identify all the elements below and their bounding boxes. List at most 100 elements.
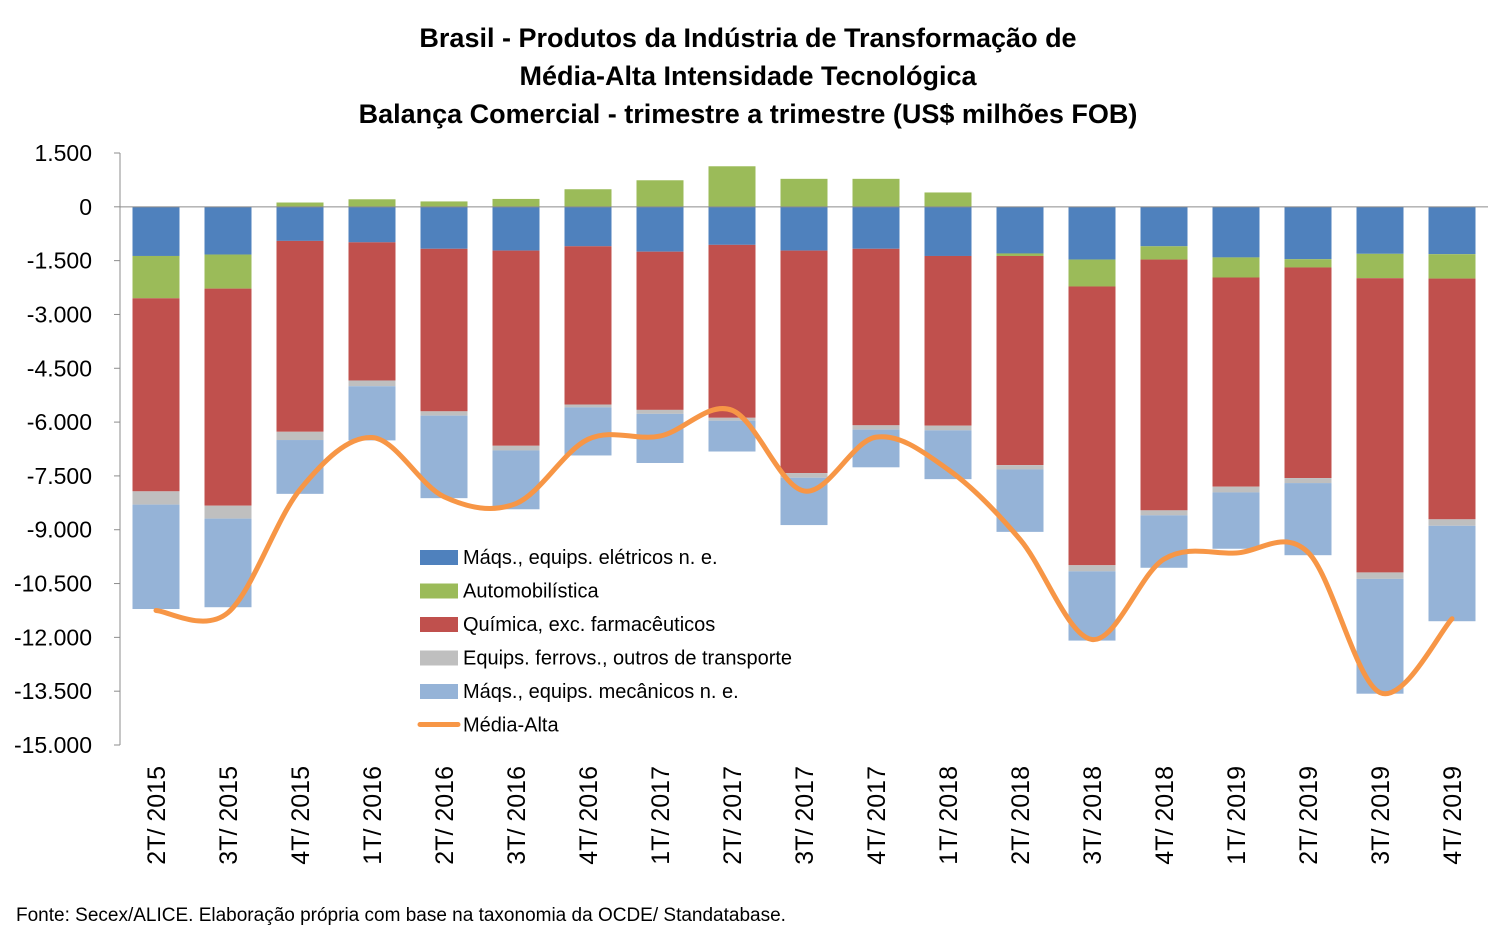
bar-segment xyxy=(708,166,756,207)
y-tick-label: -7.500 xyxy=(27,463,92,489)
bar-segment xyxy=(1428,278,1476,520)
bar-segment xyxy=(204,288,252,506)
bar-segment xyxy=(996,253,1044,256)
y-tick-label: -1.500 xyxy=(27,248,92,274)
bar-segment xyxy=(1284,478,1332,484)
bar-segment xyxy=(780,178,828,207)
bar-segment xyxy=(996,465,1044,470)
bar-segment xyxy=(348,206,396,243)
bar-segment xyxy=(1356,572,1404,579)
bar-segment xyxy=(636,251,684,410)
bar-segment xyxy=(204,505,252,519)
legend-label: Automobilística xyxy=(463,581,599,603)
bar-segment xyxy=(1356,253,1404,279)
bar-segment xyxy=(636,409,684,414)
bar-segment xyxy=(1212,486,1260,493)
bar-segment xyxy=(492,445,540,451)
y-tick-label: -13.500 xyxy=(14,678,92,704)
x-tick-label: 1T/ 2017 xyxy=(647,766,675,865)
legend-label: Máqs., equips. elétricos n. e. xyxy=(463,547,718,569)
x-tick-label: 4T/ 2015 xyxy=(287,766,315,865)
bar-segment xyxy=(420,248,468,412)
bar-segment xyxy=(708,417,756,421)
bar-segment xyxy=(1356,206,1404,254)
bar-segment xyxy=(564,404,612,408)
bar-segment xyxy=(492,250,540,446)
bar-segment xyxy=(924,206,972,256)
bar-segment xyxy=(780,206,828,251)
bar-segment xyxy=(1140,259,1188,511)
y-tick-label: -9.000 xyxy=(27,517,92,543)
bar-segment xyxy=(348,380,396,387)
y-tick-label: -15.000 xyxy=(14,732,92,758)
legend-label: Química, exc. farmacêuticos xyxy=(463,614,715,636)
y-tick-label: -12.000 xyxy=(14,624,92,650)
title-line-3: Balança Comercial - trimestre a trimestr… xyxy=(359,99,1138,129)
bar-segment xyxy=(348,242,396,381)
bar-segment xyxy=(1212,206,1260,258)
bar-segment xyxy=(420,206,468,249)
bar-segment xyxy=(132,255,180,299)
bar-segment xyxy=(1068,259,1116,287)
x-tick-label: 3T/ 2015 xyxy=(215,766,243,865)
bar-segment xyxy=(564,246,612,405)
bar-segment xyxy=(852,425,900,430)
x-tick-label: 2T/ 2019 xyxy=(1295,766,1323,865)
bar-segment xyxy=(204,206,252,255)
bar-segment xyxy=(924,192,972,207)
bar-segment xyxy=(492,450,540,510)
bar-segment xyxy=(1284,259,1332,268)
y-tick-label: -10.500 xyxy=(14,571,92,597)
x-tick-label: 2T/ 2017 xyxy=(719,766,747,865)
x-tick-label: 3T/ 2018 xyxy=(1079,766,1107,865)
source-note: Fonte: Secex/ALICE. Elaboração própria c… xyxy=(16,905,786,926)
x-tick-label: 4T/ 2019 xyxy=(1439,766,1467,865)
bar-segment xyxy=(132,298,180,492)
legend: Máqs., equips. elétricos n. e. Automobilí… xyxy=(417,547,792,737)
bar-segment xyxy=(276,440,324,494)
bar-segment xyxy=(1140,510,1188,516)
bar-segment xyxy=(1428,206,1476,255)
bar-segment xyxy=(492,206,540,251)
bar-segment xyxy=(132,491,180,505)
bar-segment xyxy=(996,255,1044,466)
x-tick-label: 4T/ 2017 xyxy=(863,766,891,865)
title-line-2: Média-Alta Intensidade Tecnológica xyxy=(519,61,977,91)
bar-segment xyxy=(1212,277,1260,487)
bar-segment xyxy=(1140,246,1188,260)
bar-segment xyxy=(780,250,828,474)
bar-segment xyxy=(276,240,324,432)
bar-segment xyxy=(1284,206,1332,260)
bar-segment xyxy=(1284,267,1332,479)
y-tick-label: -4.500 xyxy=(27,355,92,381)
bar-segment xyxy=(996,206,1044,254)
x-tick-label: 2T/ 2016 xyxy=(431,766,459,865)
bar-segment xyxy=(204,254,252,289)
bar-segment xyxy=(348,199,396,207)
bar-segment xyxy=(420,201,468,207)
bar-segment xyxy=(852,248,900,426)
bar-segment xyxy=(564,189,612,207)
legend-swatch xyxy=(420,617,458,632)
bar-segment xyxy=(492,198,540,207)
bar-segment xyxy=(420,411,468,416)
bar-segment xyxy=(1068,565,1116,572)
bar-segment xyxy=(132,504,180,610)
y-tick-label: -6.000 xyxy=(27,409,92,435)
legend-label: Média-Alta xyxy=(463,715,559,737)
bar-segment xyxy=(924,255,972,426)
bar-segment xyxy=(1140,206,1188,247)
media-alta-line xyxy=(153,406,1455,697)
x-tick-label: 1T/ 2019 xyxy=(1223,766,1251,865)
bar-segment xyxy=(708,244,756,418)
bar-segment xyxy=(1428,254,1476,279)
legend-label: Máqs., equips. mecânicos n. e. xyxy=(463,681,739,703)
title-line-1: Brasil - Produtos da Indústria de Transf… xyxy=(419,23,1076,53)
bar-segment xyxy=(852,206,900,249)
x-tick-label: 3T/ 2016 xyxy=(503,766,531,865)
bar-segment xyxy=(1068,206,1116,260)
line-series xyxy=(153,406,1455,697)
x-tick-label: 3T/ 2019 xyxy=(1367,766,1395,865)
x-tick-label: 1T/ 2018 xyxy=(935,766,963,865)
